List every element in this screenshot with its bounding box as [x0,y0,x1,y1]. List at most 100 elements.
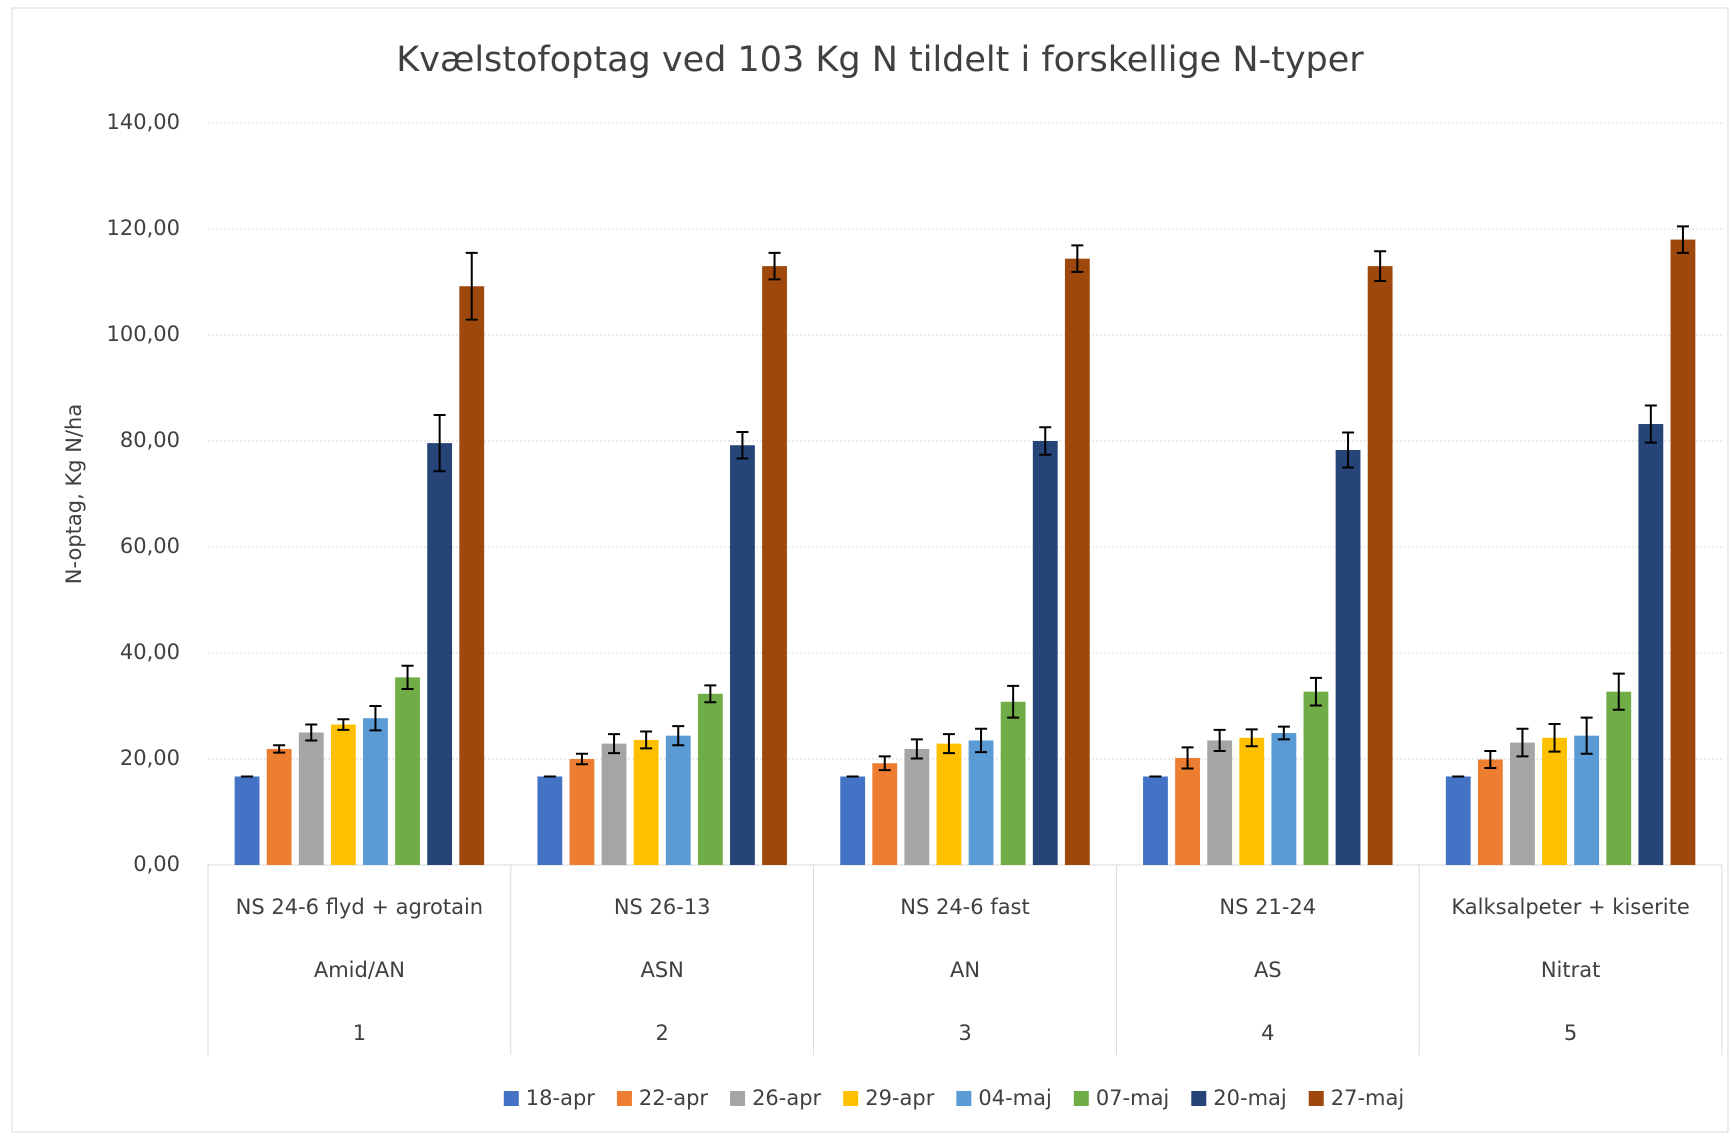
bar [1638,424,1664,865]
y-tick-label: 40,00 [120,640,180,664]
error-bar [608,733,621,755]
x-group-label: AN [950,958,980,982]
bar [1510,742,1535,865]
error-bar [575,752,588,766]
error-bar [1612,672,1625,711]
bar [730,445,755,865]
bar [1542,737,1567,865]
bar [459,286,485,865]
bar [266,748,292,865]
error-bar [1213,728,1226,753]
error-bar [1484,750,1497,770]
error-bar [1374,250,1387,282]
bar [363,718,388,865]
error-bar [1181,746,1194,770]
error-bar [942,733,955,755]
error-bar [465,251,478,321]
bar [872,763,898,865]
x-number-label: 2 [656,1021,669,1045]
legend-swatch [616,1091,632,1106]
legend-swatch [1073,1091,1089,1106]
error-bar [401,664,414,691]
x-tick-label: NS 26-13 [614,895,711,919]
bar [395,677,420,865]
error-bar [305,723,318,742]
x-group-label: AS [1254,958,1282,982]
error-bar [1245,728,1258,748]
legend-swatch [843,1091,859,1106]
error-bar [1548,723,1561,753]
bar [1477,759,1503,865]
legend-label: 18-apr [526,1086,595,1110]
x-number-label: 5 [1564,1021,1577,1045]
x-tick-label: NS 24-6 flyd + agrotain [236,895,483,919]
bar [1143,776,1168,865]
x-group-label: Amid/AN [314,958,405,982]
x-group-label: Nitrat [1541,958,1601,982]
error-bar [640,730,653,750]
bar [1207,740,1233,865]
x-tick-label: Kalksalpeter + kiserite [1451,895,1689,919]
y-tick-label: 120,00 [107,216,180,240]
bar [936,743,962,865]
error-bar [337,718,350,731]
error-bar [910,738,923,760]
bar [330,724,356,865]
bar [1000,701,1026,865]
legend-swatch [730,1091,746,1106]
error-bar [1277,725,1290,741]
error-bar [736,430,749,460]
bar [601,743,627,865]
legend-swatch [1191,1091,1207,1106]
bar [1271,733,1297,865]
bar [1239,737,1265,865]
bar [762,266,787,866]
chart-title: Kvælstofoptag ved 103 Kg N tildelt i for… [396,40,1364,80]
chart-border [11,7,1729,1133]
x-number-label: 4 [1261,1021,1274,1045]
bar [1574,735,1600,865]
bar [1367,266,1393,866]
legend-label: 22-apr [639,1086,708,1110]
bar [234,776,260,865]
bar [1606,691,1632,865]
y-tick-label: 100,00 [107,322,180,346]
error-bar [1039,426,1052,456]
bar [1335,450,1361,865]
bar [1670,239,1696,866]
bar [633,739,659,865]
error-bar [704,684,717,704]
bar [427,443,453,865]
error-bar [1071,244,1084,273]
bar [665,735,691,865]
bar [1064,258,1090,865]
y-tick-label: 20,00 [120,746,180,770]
error-bar [1676,225,1689,254]
y-tick-label: 60,00 [120,534,180,558]
legend-swatch [503,1091,519,1106]
legend-label: 26-apr [752,1086,821,1110]
x-group-label: ASN [640,958,683,982]
bar [537,776,563,865]
bar [1445,776,1471,865]
error-bar [672,725,685,747]
error-bar [1516,727,1529,758]
error-bar [273,744,286,754]
legend-label: 29-apr [865,1086,934,1110]
error-bar [768,251,781,281]
error-bar [1644,404,1657,444]
x-tick-label: NS 24-6 fast [900,895,1030,919]
bar [840,776,866,865]
y-tick-label: 140,00 [107,110,180,134]
legend-swatch [1308,1091,1324,1106]
error-bar [433,414,446,473]
bar [298,732,324,865]
legend-label: 07-maj [1096,1086,1169,1110]
bar [1175,757,1200,865]
bar [968,740,994,865]
error-bar [1309,676,1322,707]
x-number-label: 1 [353,1021,366,1045]
bar [1032,441,1058,865]
